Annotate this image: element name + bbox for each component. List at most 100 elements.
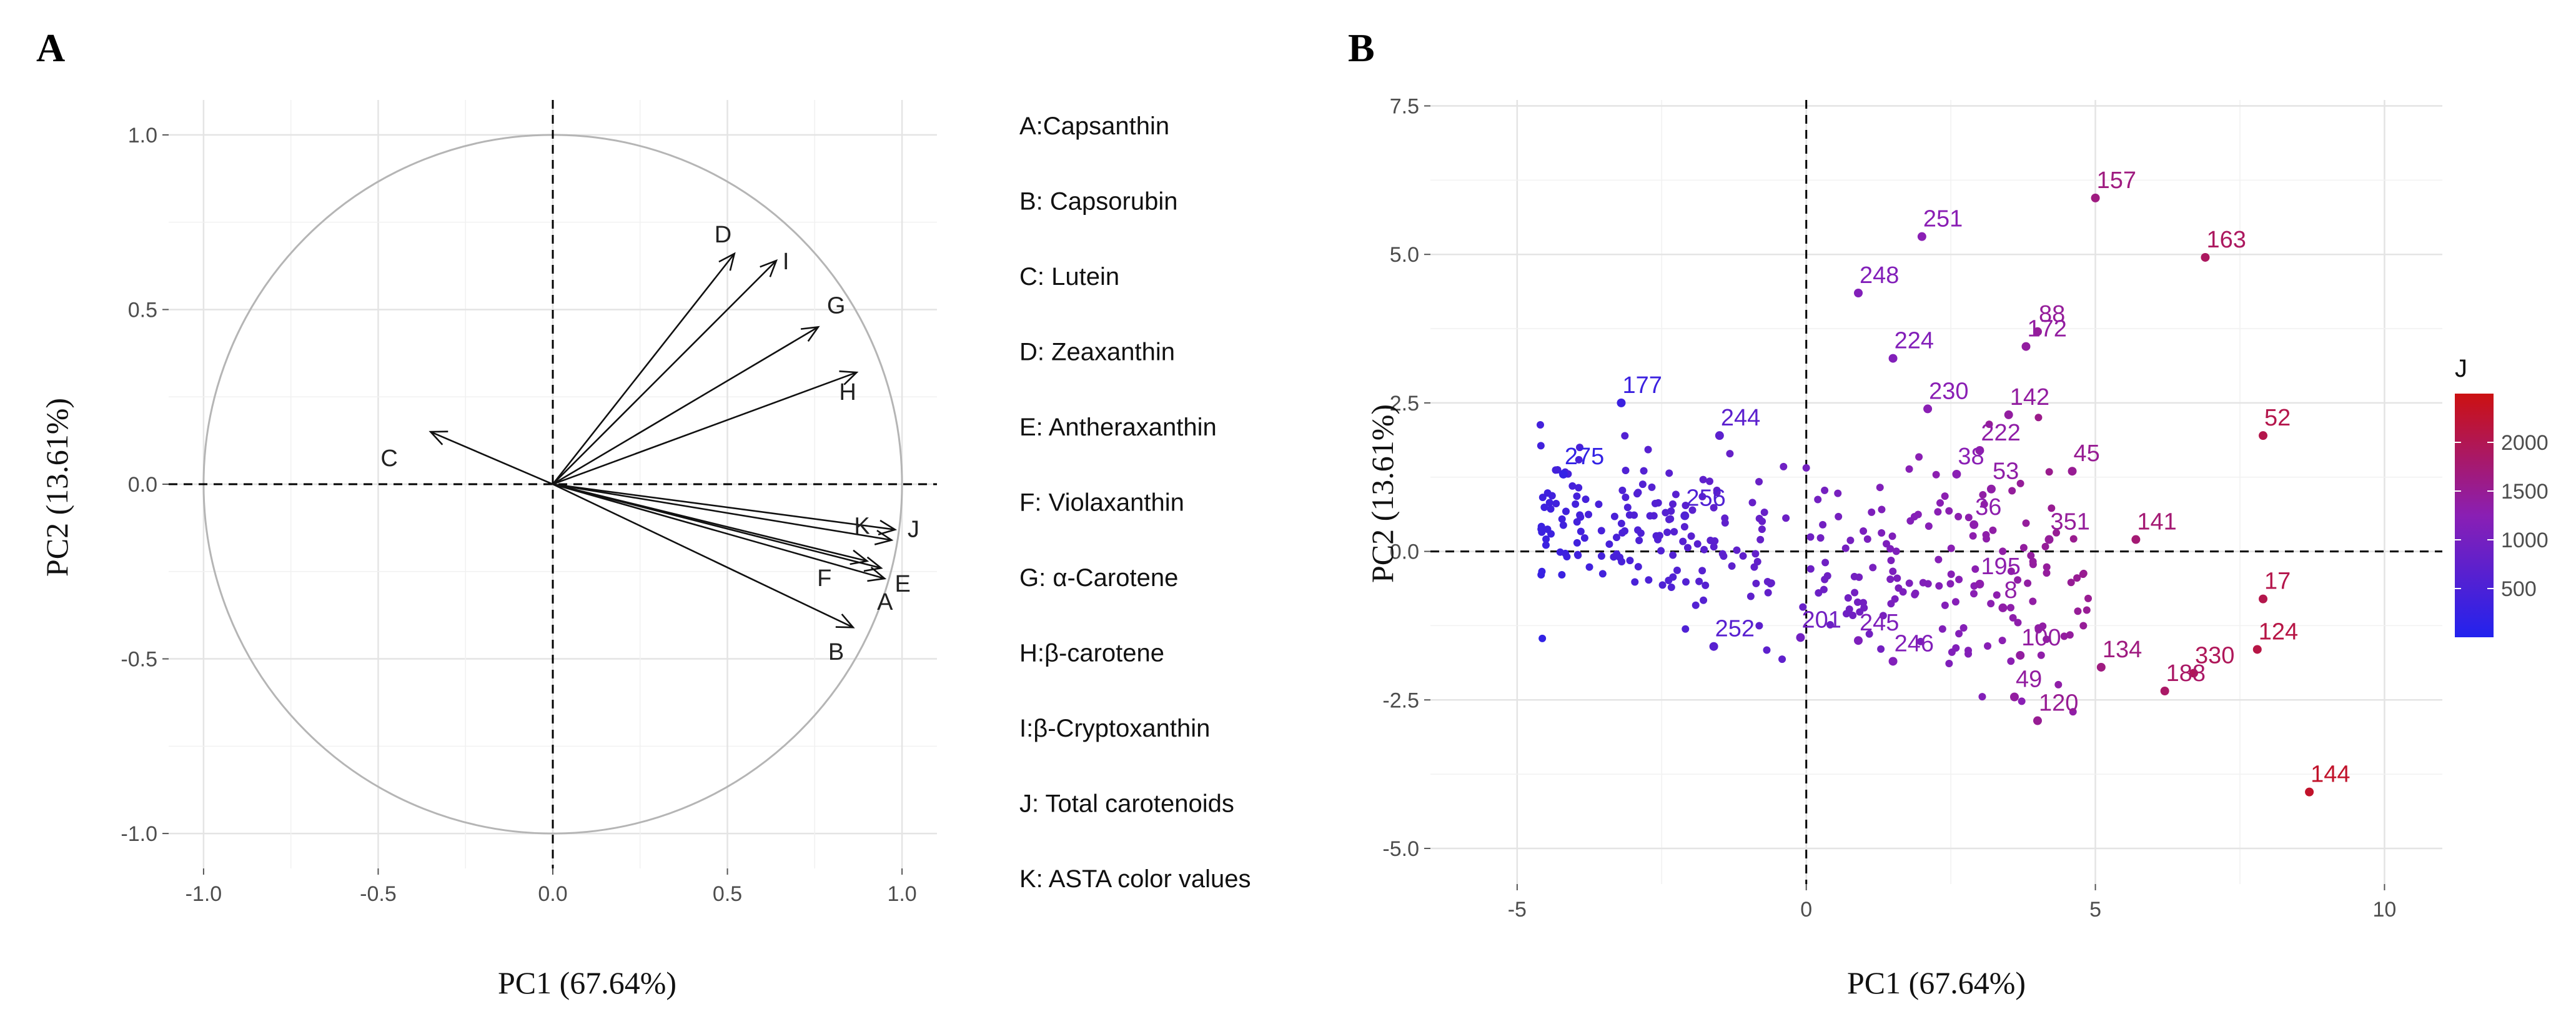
score-point-label: 142 [2010,384,2049,410]
score-point [1613,550,1621,558]
score-point [1947,570,1955,579]
vector-label-b: B [828,639,844,665]
score-point [1630,511,1638,519]
score-point-marker [1617,398,1626,407]
score-point-label: 351 [2051,509,2090,535]
score-point [1780,462,1788,470]
score-point [1849,611,1857,619]
score-point [2074,607,2082,615]
score-point [1605,540,1613,548]
score-point [1573,539,1581,547]
score-point [1802,464,1810,472]
score-point [1705,477,1713,485]
score-point [1610,512,1618,520]
score-point-marker [2004,410,2013,419]
score-point [1806,565,1815,573]
score-point [1998,637,2006,645]
score-point [1764,589,1772,597]
score-point-marker [2009,692,2019,702]
score-point [1835,512,1843,520]
score-point-marker [1917,232,1926,241]
score-point [1646,512,1654,520]
score-point [1672,490,1680,499]
score-point [1621,432,1629,440]
score-point [1669,500,1677,508]
score-point [2007,657,2015,665]
score-point [1680,523,1688,531]
score-point-195: 195 [1975,554,2021,589]
score-point [1585,563,1593,571]
score-point [1955,575,1963,584]
score-point [1980,500,1988,508]
vector-label-a: A [877,589,893,615]
score-point [1750,563,1758,571]
score-point [1618,486,1627,494]
score-point [1955,630,1963,638]
score-point [2079,570,2087,579]
score-point [2007,567,2015,575]
score-point-177: 177 [1617,372,1662,407]
score-point [2009,614,2017,622]
score-point-label: 144 [2311,762,2350,788]
score-point-label: 251 [1923,206,1963,232]
score-point [1728,562,1736,570]
score-point [1662,509,1670,517]
scores-y-axis-title: PC2 (13.61%) [1365,404,1400,583]
score-point [1626,557,1634,565]
scores-plot-area [1430,100,2442,884]
score-point [1935,582,1943,590]
score-point-label: 195 [1981,554,2020,580]
loadings-x-ticks: -1.0 -0.5 0.0 0.5 1.0 [186,868,917,906]
x-tick-label: 1.0 [887,882,916,906]
score-point-marker [2091,193,2100,202]
score-point-marker [1715,431,1724,440]
score-point [1580,534,1588,542]
score-point-marker [1796,633,1805,642]
score-point-244: 244 [1715,405,1760,440]
score-point [2037,651,2045,659]
vector-arrowhead-i [760,259,778,277]
score-point [1582,495,1590,504]
score-point-17: 17 [2259,569,2291,604]
loadings-y-ticks: 1.0 0.5 0.0 -0.5 -1.0 [121,124,169,846]
vector-c [430,430,553,485]
legend-item: E: Antheraxanthin [1019,414,1217,441]
score-point [1682,578,1690,586]
score-point [1622,467,1630,475]
vector-b [552,483,854,629]
y-tick-label: 7.5 [1390,95,1419,119]
score-point [1598,570,1607,578]
score-point-38: 38 [1952,444,1984,479]
vector-f [552,483,868,562]
score-point-52: 52 [2259,405,2291,440]
scores-y-ticks: 7.5 5.0 2.5 0.0 -2.5 -5.0 [1382,95,1430,861]
score-point [1767,579,1775,587]
score-point [1842,610,1850,618]
score-point [1621,527,1629,535]
score-point [1758,517,1766,525]
score-point [1698,567,1707,575]
x-tick-label: 0 [1800,898,1812,922]
vector-arrowhead-a [867,566,887,582]
colorbar-gradient [2455,394,2494,637]
score-point [1644,445,1652,454]
score-point [1863,535,1871,543]
vector-arrowhead-d [718,252,736,271]
score-point [1878,505,1886,514]
score-point [1984,642,1992,650]
score-point [2054,680,2063,688]
score-point [1542,535,1550,543]
colorbar-tick-label: 2000 [2501,431,2549,455]
score-point [1558,515,1566,523]
score-point-label: 100 [2021,625,2061,651]
score-point [1552,499,1560,507]
score-point [1987,600,1995,608]
score-point-marker [2044,535,2054,544]
score-point-label: 163 [2206,227,2246,253]
score-point [1710,504,1718,512]
score-point [1982,531,1990,539]
score-point [1538,528,1546,536]
score-point [1542,541,1550,549]
score-point [1993,591,2001,599]
